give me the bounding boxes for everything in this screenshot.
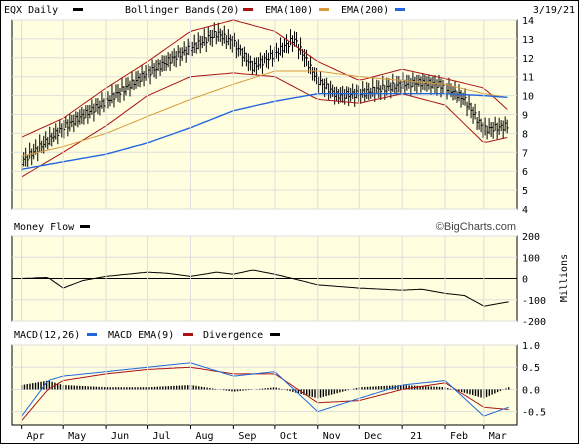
price-tick-label: 5 [522, 186, 528, 197]
ema100-line [21, 70, 508, 157]
bollinger-legend-label: Bollinger Bands(20) [125, 5, 239, 16]
divergence-legend-swatch [270, 333, 280, 336]
money-flow-axis: 200 100 0 -100 -200 [522, 232, 546, 328]
ema200-legend-swatch [395, 8, 405, 11]
x-axis: Apr May Jun Jul Aug Sep Oct Nov Dec 21 Feb Mar [21, 20, 507, 442]
macd-ema-legend-swatch [183, 333, 193, 336]
money-flow-tick-label: -200 [522, 317, 546, 328]
money-flow-line [21, 269, 509, 307]
ema100-legend-label: EMA(100) [265, 5, 313, 16]
price-tick-label: 9 [522, 111, 528, 122]
x-tick-label: Feb [450, 431, 468, 442]
price-legend-swatch [73, 8, 83, 11]
money-flow-tick-label: -100 [522, 296, 546, 307]
x-tick-label: Jun [111, 431, 129, 442]
x-tick-label: May [68, 431, 86, 442]
x-tick-label: Dec [364, 431, 382, 442]
macd-tick-label: -0.5 [522, 408, 546, 419]
x-tick-label: 21 [410, 431, 422, 442]
bollinger-legend-swatch [243, 8, 253, 11]
x-tick-label: Nov [323, 431, 341, 442]
money-flow-legend-swatch [80, 225, 90, 228]
price-tick-label: 7 [522, 148, 528, 159]
money-flow-unit: Millions [559, 254, 570, 302]
bollinger-upper-band [21, 19, 508, 138]
x-tick-label: Oct [280, 431, 298, 442]
macd-legend-swatch [87, 333, 97, 336]
money-flow-label: Money Flow [14, 222, 75, 233]
x-tick-label: Jul [153, 431, 171, 442]
divergence-label: Divergence [203, 330, 263, 341]
macd-tick-label: 0.5 [522, 363, 540, 374]
macd-tick-label: 0.0 [522, 385, 540, 396]
price-tick-label: 8 [522, 129, 528, 140]
chart-date-label: 3/19/21 [533, 5, 575, 16]
ema200-legend-label: EMA(200) [341, 5, 389, 16]
price-tick-label: 14 [522, 16, 534, 27]
money-flow-tick-label: 200 [522, 232, 540, 243]
macd-panel [11, 344, 518, 426]
x-tick-label: Mar [489, 431, 507, 442]
money-flow-tick-label: 0 [522, 275, 528, 286]
price-tick-label: 6 [522, 167, 528, 178]
price-tick-label: 12 [522, 54, 534, 65]
macd-ema-label: MACD EMA(9) [108, 330, 174, 341]
price-tick-label: 10 [522, 92, 534, 103]
price-tick-label: 11 [522, 73, 534, 84]
symbol-label: EQX Daily [4, 5, 58, 16]
macd-signal-line [21, 366, 509, 421]
watermark: ©BigCharts.com [436, 221, 516, 233]
macd-tick-label: 1.0 [522, 341, 540, 352]
bollinger-lower-band [21, 72, 508, 178]
x-tick-label: Sep [238, 431, 256, 442]
x-tick-label: Apr [27, 431, 45, 442]
ema100-legend-swatch [319, 8, 329, 11]
price-tick-label: 13 [522, 35, 534, 46]
price-bars [21, 22, 509, 172]
macd-axis: 1.0 0.5 0.0 -0.5 [522, 341, 546, 419]
x-tick-label: Aug [195, 431, 213, 442]
money-flow-grid [12, 235, 517, 322]
money-flow-tick-label: 100 [522, 253, 540, 264]
price-tick-label: 4 [522, 205, 528, 216]
price-axis: 4 5 6 7 8 9 10 11 12 13 14 [522, 16, 534, 216]
ema200-line [21, 93, 508, 170]
macd-line [21, 362, 509, 417]
macd-label: MACD(12,26) [14, 330, 80, 341]
